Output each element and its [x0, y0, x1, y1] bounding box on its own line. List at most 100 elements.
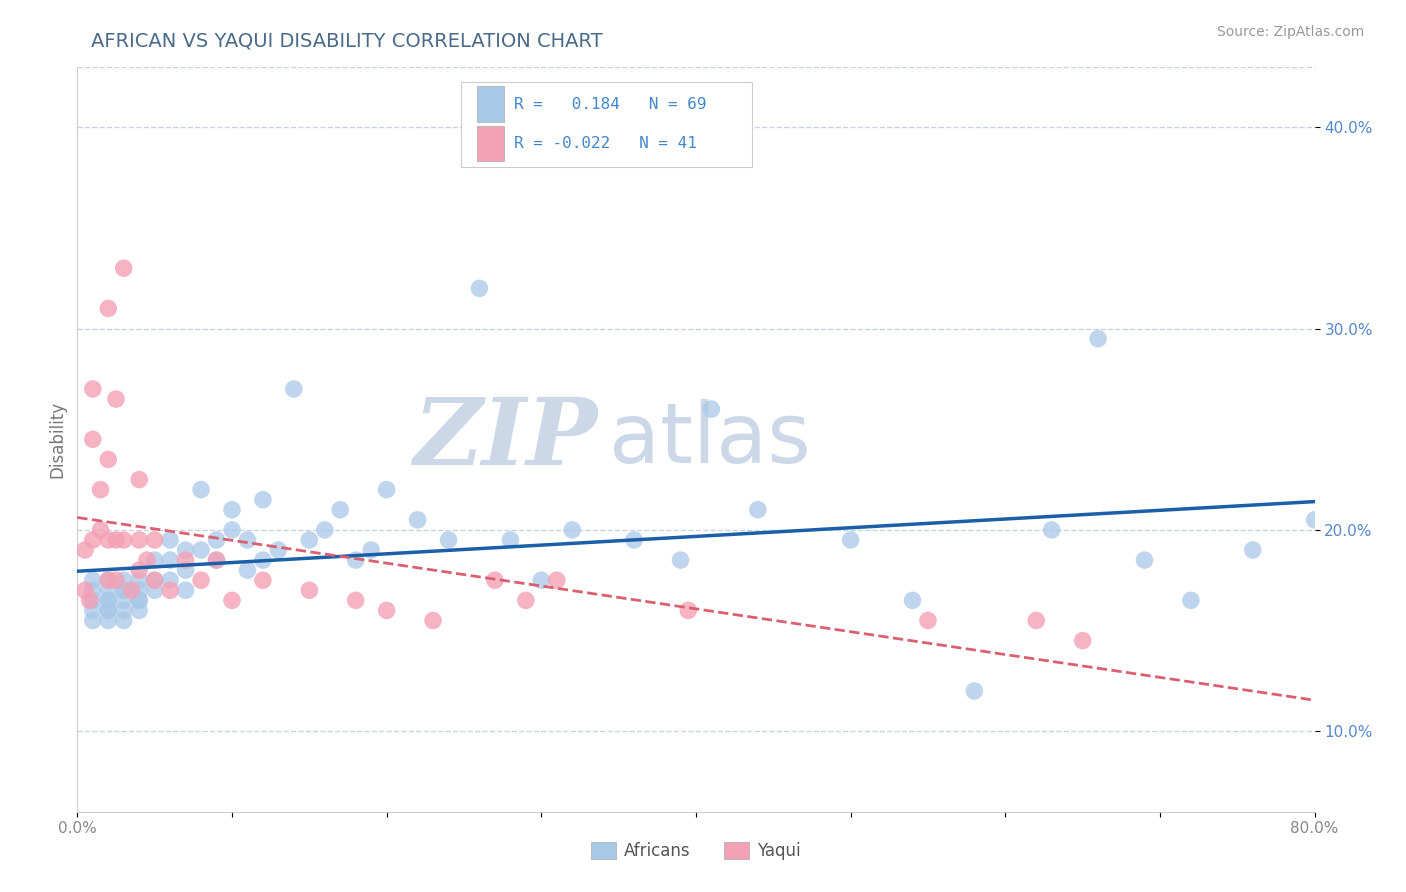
Point — [75, 543, 96, 558]
Point — [901, 593, 924, 607]
Point — [329, 502, 352, 516]
Point — [97, 533, 120, 547]
Point — [97, 593, 120, 607]
Text: R = -0.022   N = 41: R = -0.022 N = 41 — [515, 136, 697, 151]
Point — [190, 543, 212, 558]
Point — [375, 483, 398, 497]
Point — [1071, 633, 1094, 648]
Point — [205, 553, 228, 567]
Text: ZIP: ZIP — [413, 394, 598, 484]
Point — [90, 523, 111, 537]
Text: atlas: atlas — [609, 399, 811, 480]
FancyBboxPatch shape — [461, 82, 752, 168]
Point — [678, 603, 700, 617]
Point — [499, 533, 522, 547]
Point — [422, 614, 444, 628]
Text: R =   0.184   N = 69: R = 0.184 N = 69 — [515, 96, 707, 112]
Point — [252, 573, 274, 587]
Point — [128, 593, 150, 607]
Point — [963, 684, 986, 698]
Point — [97, 583, 120, 598]
Point — [174, 543, 197, 558]
FancyBboxPatch shape — [477, 126, 505, 161]
Point — [105, 533, 127, 547]
Point — [283, 382, 305, 396]
Point — [112, 603, 135, 617]
Legend: Africans, Yaqui: Africans, Yaqui — [583, 835, 808, 867]
Text: AFRICAN VS YAQUI DISABILITY CORRELATION CHART: AFRICAN VS YAQUI DISABILITY CORRELATION … — [91, 31, 603, 50]
Point — [314, 523, 336, 537]
Point — [468, 281, 491, 295]
Point — [174, 553, 197, 567]
Point — [82, 382, 104, 396]
Y-axis label: Disability: Disability — [48, 401, 66, 478]
Point — [406, 513, 429, 527]
Point — [747, 502, 769, 516]
Point — [174, 583, 197, 598]
Point — [136, 553, 159, 567]
Point — [97, 603, 120, 617]
Point — [700, 402, 723, 417]
Point — [267, 543, 290, 558]
Point — [1025, 614, 1047, 628]
Point — [128, 603, 150, 617]
Point — [546, 573, 568, 587]
Point — [143, 573, 166, 587]
Point — [82, 603, 104, 617]
Point — [174, 563, 197, 577]
Point — [97, 603, 120, 617]
Point — [1303, 513, 1326, 527]
Point — [298, 533, 321, 547]
Point — [97, 452, 120, 467]
Point — [159, 533, 181, 547]
Point — [143, 583, 166, 598]
Point — [375, 603, 398, 617]
Point — [112, 533, 135, 547]
Point — [97, 301, 120, 316]
Point — [128, 593, 150, 607]
Point — [97, 614, 120, 628]
Point — [1087, 332, 1109, 346]
Point — [97, 593, 120, 607]
Point — [121, 583, 143, 598]
Point — [97, 573, 120, 587]
Point — [344, 593, 367, 607]
Point — [112, 614, 135, 628]
Point — [298, 583, 321, 598]
Point — [159, 573, 181, 587]
Point — [143, 533, 166, 547]
Point — [221, 523, 243, 537]
Point — [82, 533, 104, 547]
Point — [105, 573, 127, 587]
Point — [112, 593, 135, 607]
Point — [105, 392, 127, 406]
Point — [190, 483, 212, 497]
Point — [1040, 523, 1063, 537]
Point — [82, 433, 104, 447]
Point — [669, 553, 692, 567]
Point — [1133, 553, 1156, 567]
Point — [79, 593, 101, 607]
Point — [515, 593, 537, 607]
Point — [236, 533, 259, 547]
Point — [128, 563, 150, 577]
Point — [344, 553, 367, 567]
Point — [1241, 543, 1264, 558]
Point — [839, 533, 862, 547]
Point — [1180, 593, 1202, 607]
Point — [190, 573, 212, 587]
Point — [561, 523, 583, 537]
Point — [112, 583, 135, 598]
Point — [484, 573, 506, 587]
Point — [623, 533, 645, 547]
Point — [159, 583, 181, 598]
Point — [82, 593, 104, 607]
Point — [128, 533, 150, 547]
Point — [159, 553, 181, 567]
Point — [252, 492, 274, 507]
Point — [97, 573, 120, 587]
Point — [205, 533, 228, 547]
Point — [112, 573, 135, 587]
Point — [82, 573, 104, 587]
Point — [530, 573, 553, 587]
